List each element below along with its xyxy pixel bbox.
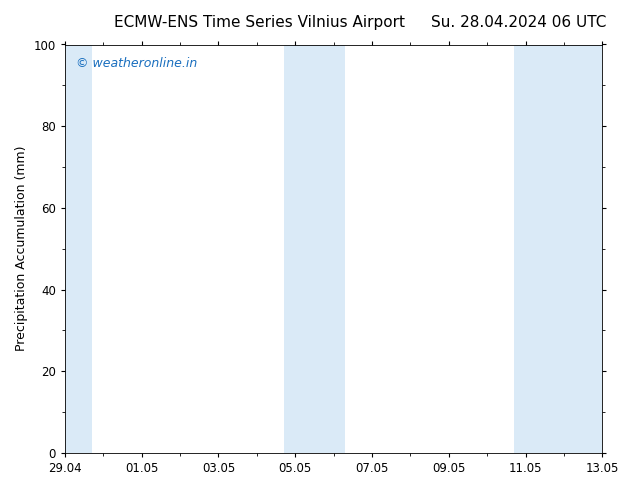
Y-axis label: Precipitation Accumulation (mm): Precipitation Accumulation (mm) [15,146,28,351]
Text: Su. 28.04.2024 06 UTC: Su. 28.04.2024 06 UTC [431,15,607,30]
Text: ECMW-ENS Time Series Vilnius Airport: ECMW-ENS Time Series Vilnius Airport [114,15,405,30]
Bar [53,45,92,453]
Bar [283,45,345,453]
Text: © weatheronline.in: © weatheronline.in [75,57,197,70]
Bar [514,45,614,453]
